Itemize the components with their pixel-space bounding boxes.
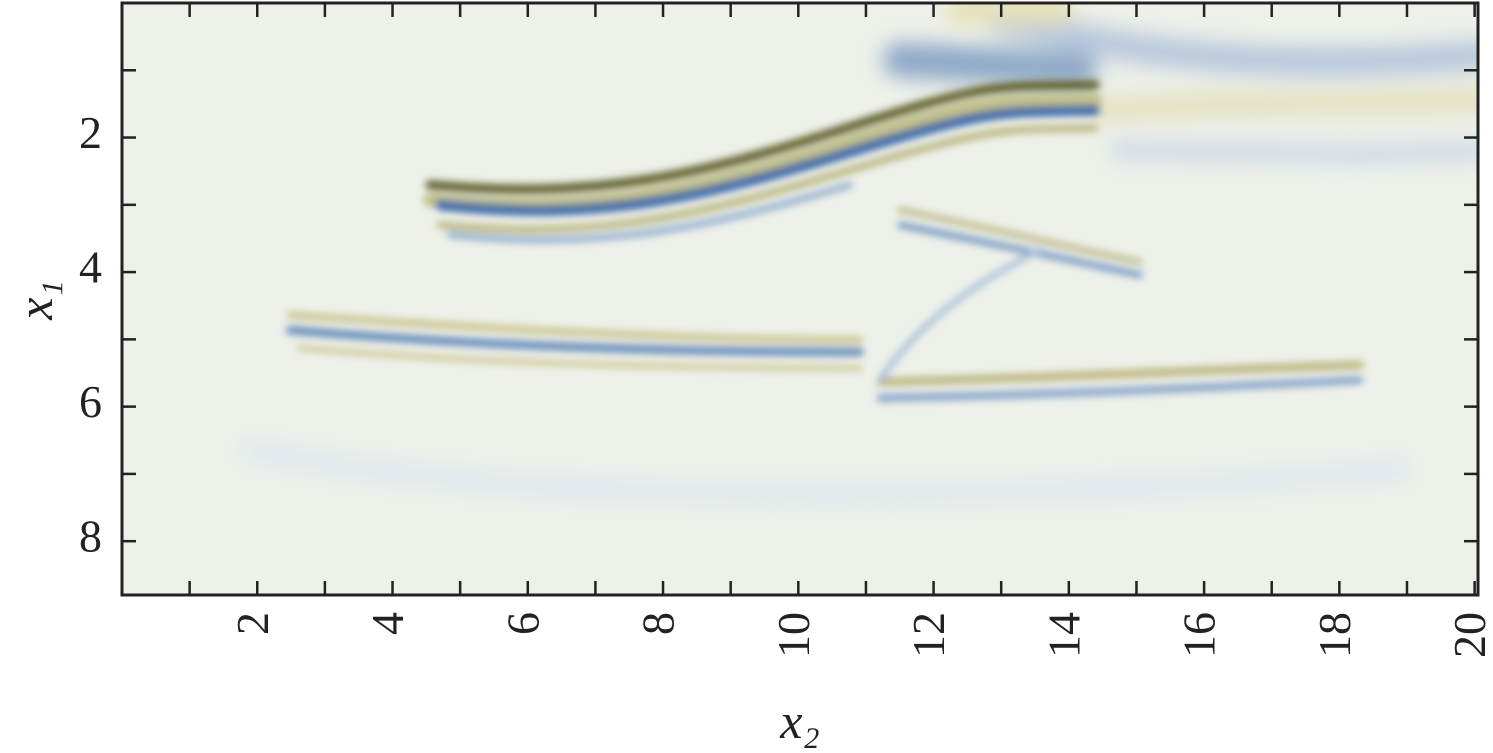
x-tick-label: 12	[903, 612, 954, 658]
x-tick-label: 2	[227, 612, 278, 635]
plot-frame	[120, 1, 1480, 597]
y-tick-label: 6	[79, 376, 102, 427]
x-tick-label: 6	[497, 612, 548, 635]
x-tick-label: 14	[1038, 612, 1089, 658]
y-tick-label: 8	[79, 511, 102, 562]
x-axis-label: x₂	[779, 693, 820, 749]
x-tick-label: 18	[1309, 612, 1360, 658]
y-tick-label: 4	[79, 242, 102, 293]
x-tick-label: 20	[1444, 612, 1493, 658]
x-tick-label: 8	[633, 612, 684, 635]
x-tick-label: 16	[1174, 612, 1225, 658]
x-tick-label: 4	[362, 612, 413, 635]
image	[122, 3, 1478, 595]
y-tick-label: 2	[79, 107, 102, 158]
x-tick-label: 10	[768, 612, 819, 658]
y-axis-label: x₁	[7, 280, 63, 321]
